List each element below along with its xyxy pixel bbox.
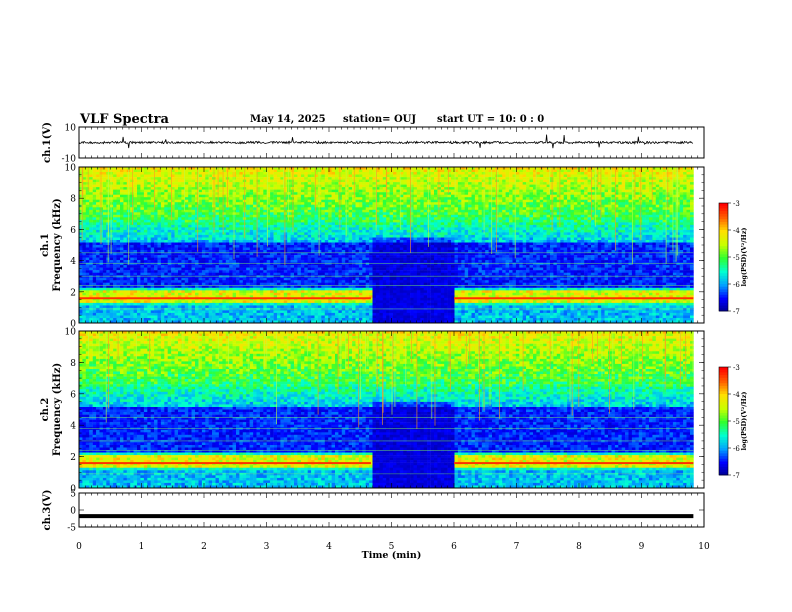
ch2-spectrogram-ytick-1: 2 bbox=[70, 453, 76, 463]
chart-title: VLF Spectra bbox=[80, 112, 169, 127]
ch2-spectrogram-ytick-2: 4 bbox=[70, 422, 76, 432]
ch1-spectrogram-axes: 0 2 4 6 8 10 ch.1 Frequency (kHz) bbox=[40, 164, 705, 330]
start-time-label: start UT = 10: 0 : 0 bbox=[437, 114, 544, 125]
ch1-spectrogram-ytick-3: 6 bbox=[70, 226, 76, 236]
ch2-spectrogram-ytick-3: 6 bbox=[70, 390, 76, 400]
ch1-waveform-ylabel-0: ch.1(V) bbox=[42, 122, 53, 163]
ch3-waveform-ytick-1: 0 bbox=[70, 507, 76, 517]
x-tick-2: 2 bbox=[201, 542, 207, 552]
ch1-spectrogram-ytick-0: 0 bbox=[70, 320, 76, 330]
ch2-spectrogram-colorbar: -3 -4 -5 -6 -7 log(PSD)(V²/Hz) bbox=[718, 364, 748, 480]
ch1-spectrogram-band-right bbox=[454, 297, 694, 300]
x-axis-label: Time (min) bbox=[362, 550, 422, 561]
station-label: station= OUJ bbox=[343, 114, 416, 125]
ch2-spectrogram-ytick-0: 0 bbox=[70, 485, 76, 495]
ch1-waveform-panel bbox=[78, 134, 694, 149]
ch1-spectrogram-ylabel-0: ch.1 bbox=[40, 233, 51, 257]
ch1-spectrogram-ytick-4: 8 bbox=[70, 195, 76, 205]
ch1-spectrogram-colorbar-tick-4: -7 bbox=[733, 308, 740, 316]
ch1-spectrogram-ytick-5: 10 bbox=[65, 164, 77, 174]
ch2-spectrogram-axes: 0 2 4 6 8 10 ch.2 Frequency (kHz) bbox=[40, 328, 705, 495]
x-axis: 0 1 2 3 4 5 6 7 8 9 10 Time (min) bbox=[76, 542, 710, 561]
ch2-spectrogram-band-right bbox=[454, 462, 694, 465]
x-tick-8: 8 bbox=[576, 542, 582, 552]
x-tick-9: 9 bbox=[639, 542, 645, 552]
ch1-waveform-axes: 10 -10 ch.1(V) bbox=[42, 122, 705, 165]
x-tick-0: 0 bbox=[76, 542, 82, 552]
ch2-spectrogram-colorbar-tick-4: -7 bbox=[733, 472, 740, 480]
x-tick-3: 3 bbox=[264, 542, 270, 552]
ch1-waveform-ytick-0: 10 bbox=[65, 124, 77, 134]
ch1-spectrogram-colorbar: -3 -4 -5 -6 -7 log(PSD)(V²/Hz) bbox=[718, 200, 748, 316]
ch1-spectrogram-colorbar-tick-0: -3 bbox=[733, 200, 740, 208]
ch1-spectrogram-colorbar-label: log(PSD)(V²/Hz) bbox=[740, 228, 748, 287]
ch2-spectrogram-colorbar-tick-2: -5 bbox=[733, 418, 740, 426]
ch3-waveform-ytick-0: 5 bbox=[70, 490, 76, 500]
ch1-spectrogram-ytick-1: 2 bbox=[70, 288, 76, 298]
ch3-waveform-axes: 5 0 -5 ch.3(V) bbox=[42, 489, 705, 534]
ch1-spectrogram-colorbar-tick-2: -5 bbox=[733, 254, 740, 262]
x-tick-1: 1 bbox=[139, 542, 145, 552]
ch2-spectrogram-panel: -3 -4 -5 -6 -7 log(PSD)(V²/Hz) bbox=[79, 331, 748, 489]
ch2-spectrogram-colorbar-label: log(PSD)(V²/Hz) bbox=[740, 392, 748, 451]
ch1-spectrogram-ylabel-1: Frequency (kHz) bbox=[52, 198, 63, 291]
ch2-spectrogram-heatmap bbox=[79, 331, 694, 489]
ch3-waveform-frame bbox=[78, 492, 705, 528]
ch1-spectrogram-panel: -3 -4 -5 -6 -7 log(PSD)(V²/Hz) bbox=[79, 167, 748, 324]
x-tick-4: 4 bbox=[326, 542, 332, 552]
ch2-spectrogram-colorbar-tick-1: -4 bbox=[733, 391, 740, 399]
ch2-spectrogram-ylabel-1: Frequency (kHz) bbox=[52, 363, 63, 456]
ch1-waveform-ytick-1: -10 bbox=[62, 155, 77, 165]
ch1-spectrogram-band-left bbox=[79, 297, 371, 300]
ch3-waveform-ylabel-0: ch.3(V) bbox=[42, 489, 53, 530]
ch2-spectrogram-colorbar-tick-0: -3 bbox=[733, 364, 740, 372]
ch3-waveform-ytick-2: -5 bbox=[67, 524, 76, 534]
ch2-spectrogram-ytick-4: 8 bbox=[70, 359, 76, 369]
x-tick-6: 6 bbox=[451, 542, 457, 552]
ch1-spectrogram-colorbar-tick-3: -6 bbox=[733, 281, 740, 289]
ch1-spectrogram-colorbar-tick-1: -4 bbox=[733, 227, 740, 235]
ch2-spectrogram-band-left bbox=[79, 462, 371, 465]
x-tick-5: 5 bbox=[389, 542, 395, 552]
ch1-spectrogram-ytick-2: 4 bbox=[70, 257, 76, 267]
ch1-waveform-trace bbox=[78, 134, 694, 149]
date-label: May 14, 2025 bbox=[250, 114, 326, 125]
ch2-spectrogram-ytick-5: 10 bbox=[65, 328, 77, 338]
x-tick-7: 7 bbox=[514, 542, 520, 552]
x-tick-10: 10 bbox=[698, 542, 710, 552]
ch2-spectrogram-colorbar-tick-3: -6 bbox=[733, 445, 740, 453]
ch2-spectrogram-ylabel-0: ch.2 bbox=[40, 398, 51, 422]
